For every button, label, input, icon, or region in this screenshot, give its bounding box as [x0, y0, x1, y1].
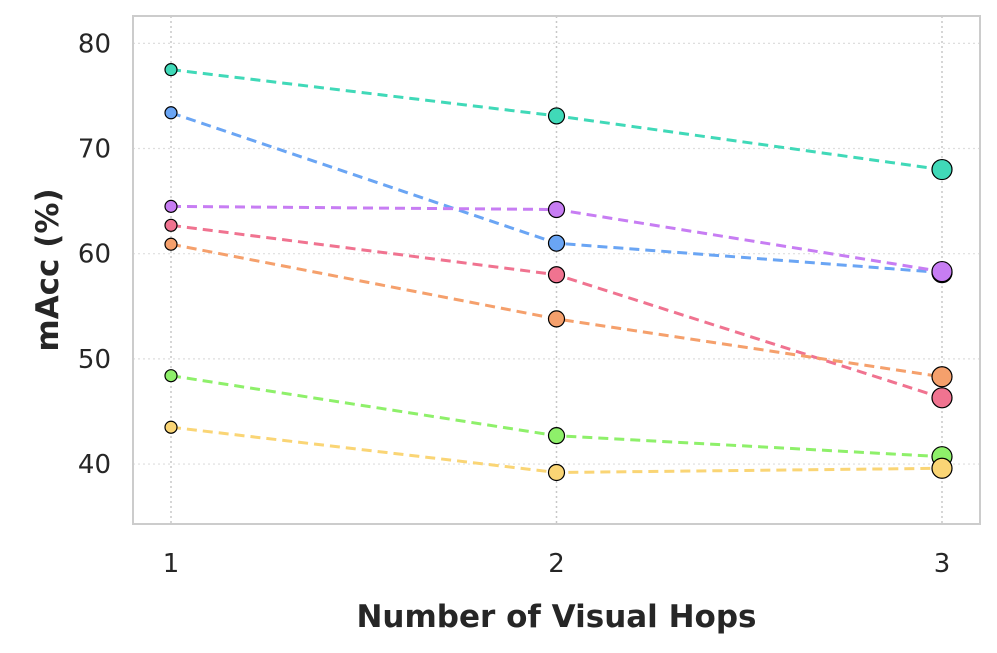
data-point [547, 427, 566, 445]
y-tick-label: 80 [78, 29, 111, 59]
data-point [164, 237, 178, 251]
data-point [547, 107, 566, 125]
x-tick-label: 2 [548, 549, 565, 579]
y-axis-title: mAcc (%) [30, 188, 66, 351]
data-point [547, 463, 566, 482]
y-tick-labels: 40 50 60 70 80 [78, 29, 111, 480]
y-tick-label: 70 [78, 135, 111, 165]
grid [133, 16, 980, 524]
x-tick-label: 3 [934, 549, 951, 579]
data-point [164, 420, 178, 434]
x-tick-labels: 1 2 3 [163, 549, 951, 579]
data-point [164, 218, 178, 232]
data-point [164, 63, 178, 77]
data-point [931, 158, 953, 181]
data-point [931, 387, 953, 409]
data-point [931, 457, 953, 479]
series-points [164, 63, 953, 482]
data-point [931, 260, 953, 283]
y-tick-label: 50 [78, 345, 111, 375]
data-point [164, 199, 178, 213]
data-point [164, 106, 178, 120]
x-tick-label: 1 [163, 549, 180, 579]
y-tick-label: 60 [78, 240, 111, 270]
data-point [547, 266, 566, 284]
data-point [547, 234, 566, 252]
y-tick-label: 40 [78, 450, 111, 480]
plot-frame [132, 15, 981, 525]
x-axis-title: Number of Visual Hops [356, 599, 756, 635]
data-point [164, 369, 178, 383]
data-point [547, 310, 566, 328]
data-point [547, 200, 566, 219]
data-point [931, 366, 953, 388]
